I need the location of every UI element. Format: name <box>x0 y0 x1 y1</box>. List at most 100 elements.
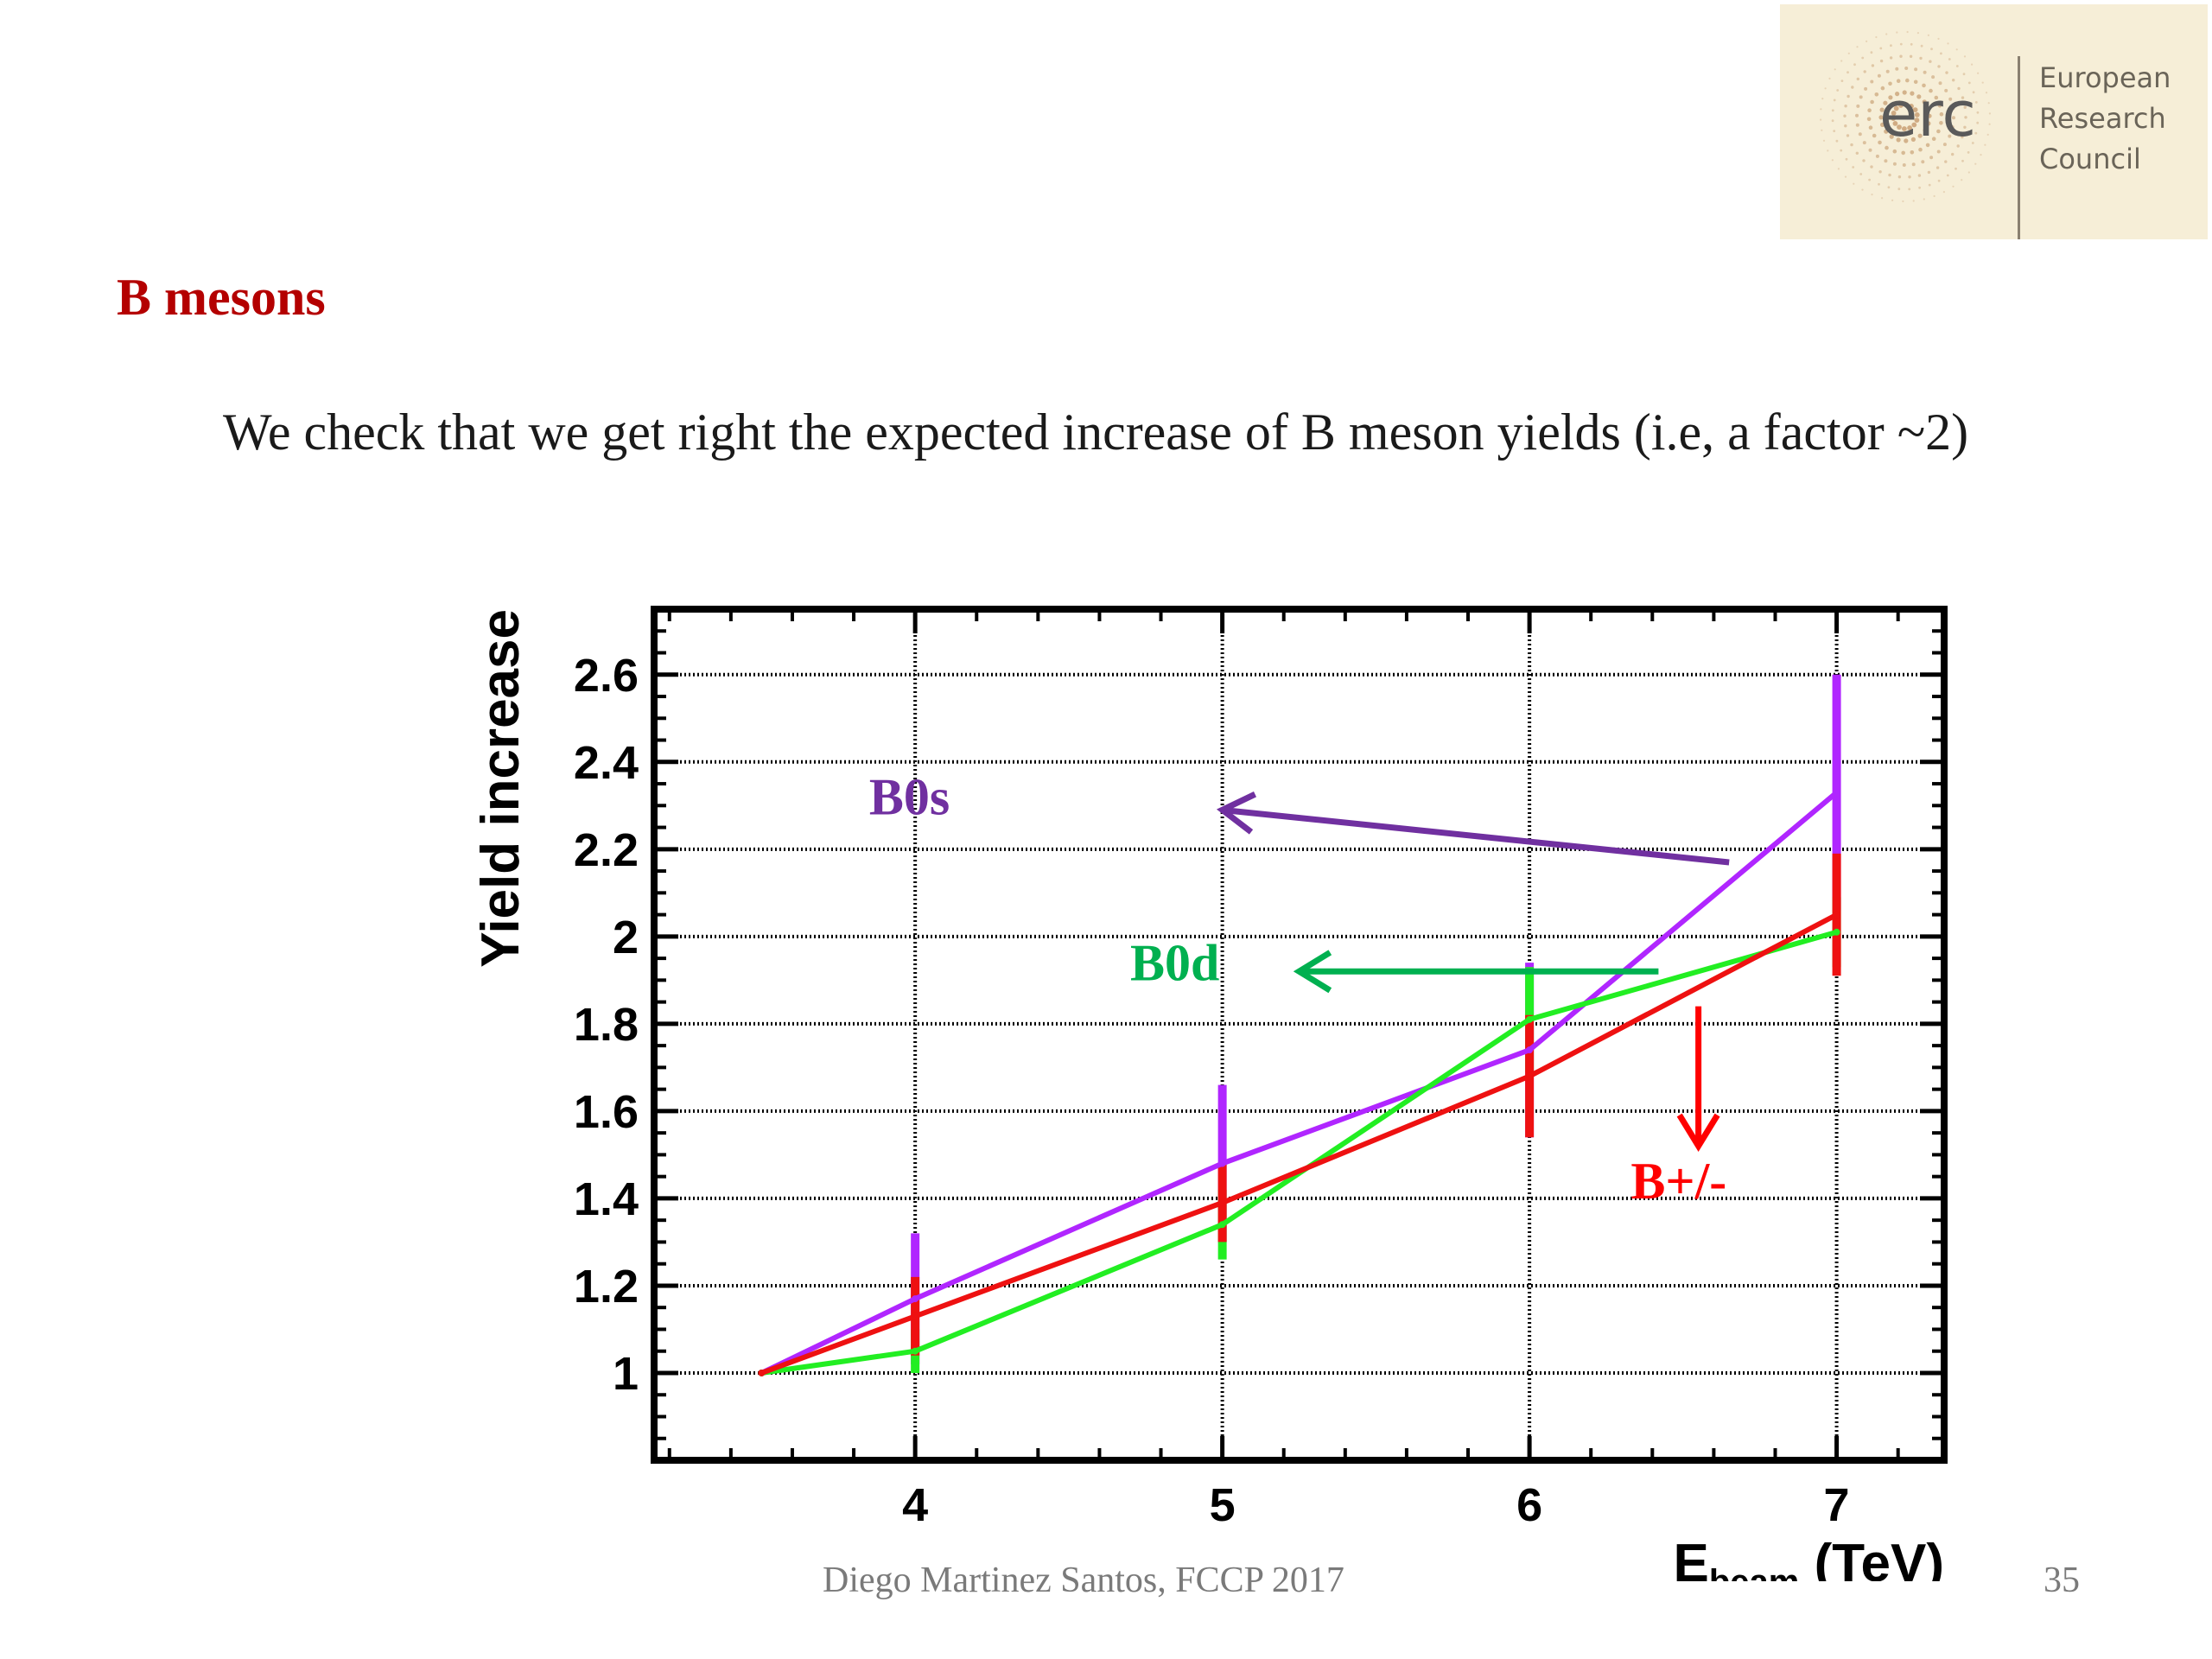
logo-dot <box>1879 107 1885 112</box>
page-number: 35 <box>2044 1560 2080 1600</box>
logo-dot <box>1847 52 1850 54</box>
logo-dot <box>1831 119 1834 123</box>
logo-dot <box>1870 51 1873 54</box>
data-point <box>1526 1046 1534 1054</box>
logo-dot <box>1862 159 1866 162</box>
logo-dot <box>1936 149 1941 154</box>
logo-dot <box>1974 101 1978 104</box>
plot-frame <box>651 606 1948 1464</box>
logo-dot <box>1875 154 1879 158</box>
logo-dot-pattern-icon <box>1820 30 1991 203</box>
logo-dot <box>1976 111 1980 114</box>
logo-dot <box>1976 121 1980 124</box>
logo-dot <box>1917 133 1923 138</box>
logo-dot <box>1861 188 1864 191</box>
logo-dot <box>1964 116 1967 119</box>
logo-dot <box>1879 59 1884 63</box>
logo-dot <box>1883 100 1888 105</box>
logo-dot <box>1910 150 1915 155</box>
logo-dot <box>1907 125 1912 130</box>
logo-dot <box>1846 134 1850 137</box>
logo-dot <box>1955 65 1959 67</box>
logo-dot <box>1955 167 1957 170</box>
logo-dot <box>1859 95 1863 99</box>
logo-dot <box>1899 54 1903 58</box>
logo-dot <box>1843 114 1847 118</box>
data-point <box>912 1313 919 1320</box>
logo-dot <box>1844 124 1847 128</box>
logo-dot <box>1928 183 1931 187</box>
logo-dot <box>1820 118 1822 121</box>
logo-dot <box>1875 35 1878 39</box>
logo-dot <box>1961 179 1963 181</box>
y-tick-label: 2 <box>613 912 639 963</box>
logo-name-line: Council <box>2039 143 2141 175</box>
logo-dot <box>1918 147 1923 152</box>
arrow-head-icon <box>1293 950 1332 994</box>
logo-dot <box>1891 111 1897 116</box>
annotation-label: B+/- <box>1630 1153 1726 1210</box>
logo-dot <box>1878 170 1882 174</box>
logo-dot <box>1884 129 1889 134</box>
logo-dot <box>1908 175 1911 179</box>
y-axis-label: Yield increase <box>471 609 531 968</box>
logo-dot <box>1948 97 1953 101</box>
logo-dot <box>1833 99 1836 102</box>
logo-dot <box>1855 113 1859 118</box>
logo-dot <box>1937 37 1940 41</box>
y-tick-label: 2.2 <box>574 824 639 876</box>
logo-dot <box>1914 67 1918 72</box>
data-point <box>1526 1015 1534 1023</box>
logo-dot <box>1867 108 1872 112</box>
logo-dot <box>1967 171 1970 174</box>
y-tick-label: 1.2 <box>574 1261 639 1313</box>
logo-name: European Research Council <box>2039 58 2171 180</box>
logo-dot <box>1945 71 1948 74</box>
logo-dot <box>1961 96 1965 99</box>
logo-dot <box>1920 44 1923 48</box>
logo-dot <box>1962 73 1966 76</box>
slide-title: B mesons <box>117 269 326 326</box>
logo-dot <box>1980 154 1982 156</box>
logo-dot <box>1916 94 1922 99</box>
logo-dot <box>1822 139 1826 142</box>
logo-dot <box>1925 106 1930 111</box>
logo-dot <box>1902 163 1906 167</box>
logo-dot <box>1931 75 1936 79</box>
logo-dot <box>1987 102 1990 105</box>
logo-dot <box>1866 40 1868 43</box>
logo-dot <box>1897 175 1902 179</box>
logo-dot <box>1866 117 1872 122</box>
logo-dot <box>1840 149 1843 152</box>
logo-dot <box>1856 104 1860 108</box>
logo-dot <box>1891 116 1897 122</box>
logo-dot <box>1905 78 1910 83</box>
logo-dot <box>1863 70 1866 73</box>
footer-credit: Diego Martinez Santos, FCCP 2017 <box>823 1560 1344 1600</box>
logo-dot <box>1988 123 1991 125</box>
logo-dot <box>1956 144 1960 148</box>
logo-dot <box>1845 157 1848 161</box>
logo-dot <box>1880 86 1885 91</box>
x-axis-label: Ebeam (TeV) <box>1674 1534 1944 1581</box>
logo-dot <box>1908 188 1911 191</box>
y-tick-label: 1.4 <box>574 1173 639 1225</box>
logo-dot <box>1936 129 1941 134</box>
logo-dot <box>1820 108 1822 111</box>
logo-dot <box>1880 122 1885 127</box>
erc-logo: erc European Research Council <box>1780 4 2208 239</box>
logo-dot <box>1831 159 1834 162</box>
logo-dot <box>1878 115 1884 120</box>
logo-dot <box>1952 116 1955 120</box>
logo-dot <box>1963 125 1967 129</box>
logo-dot <box>1974 162 1977 165</box>
logo-dot <box>1931 137 1936 141</box>
data-point <box>912 1295 919 1303</box>
logo-dot <box>1898 103 1904 108</box>
logo-dot <box>1912 200 1915 202</box>
logo-dot <box>1871 64 1875 67</box>
logo-dot <box>1901 150 1905 156</box>
logo-dot <box>1940 52 1942 55</box>
logo-dot <box>1884 159 1888 163</box>
logo-dot <box>1910 42 1913 46</box>
